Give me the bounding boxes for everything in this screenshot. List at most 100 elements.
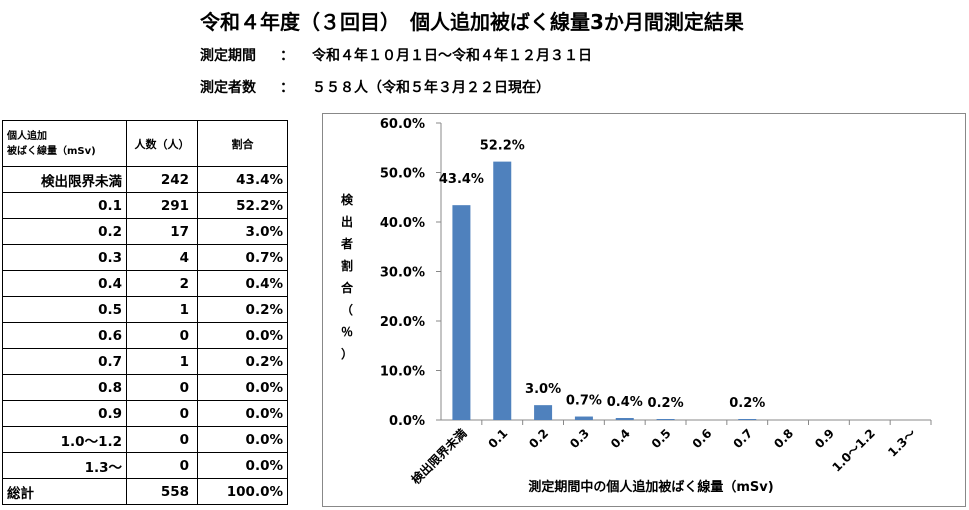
- cell-dose: 0.8: [2, 374, 127, 401]
- cell-count: 1: [126, 296, 198, 323]
- table-row: 0.9 0 0.0%: [2, 400, 288, 427]
- cell-count: 0: [126, 452, 198, 479]
- cell-dose: 0.6: [2, 322, 127, 349]
- y-axis-label-char: 出: [341, 214, 353, 229]
- cell-dose: 0.3: [2, 244, 127, 271]
- y-tick-label: 20.0%: [380, 315, 425, 330]
- y-axis-label-char: ％: [341, 325, 353, 339]
- table-row: 0.8 0 0.0%: [2, 374, 288, 401]
- cell-count: 0: [126, 400, 198, 427]
- x-tick-label: 0.1: [485, 426, 510, 451]
- bar: [534, 405, 553, 420]
- cell-dose: 0.9: [2, 400, 127, 427]
- x-tick-label: 0.6: [690, 426, 715, 451]
- cell-ratio: 0.0%: [197, 374, 288, 401]
- cell-ratio: 100.0%: [197, 478, 288, 505]
- bar: [656, 419, 675, 420]
- table-row: 1.3～ 0 0.0%: [2, 452, 288, 479]
- page-title: 令和４年度（３回目） 個人追加被ばく線量3か月間測定結果: [200, 10, 744, 34]
- bar: [574, 416, 593, 420]
- y-axis-label-char: 検: [341, 192, 354, 207]
- data-label: 52.2%: [480, 139, 525, 154]
- cell-dose: 0.1: [2, 192, 127, 219]
- cell-dose: 1.0～1.2: [2, 426, 127, 453]
- cell-count: 1: [126, 348, 198, 375]
- data-label: 0.2%: [729, 396, 765, 411]
- y-tick-label: 30.0%: [380, 266, 425, 281]
- cell-ratio: 0.0%: [197, 400, 288, 427]
- table-row: 0.4 2 0.4%: [2, 270, 288, 297]
- period-label: 測定期間: [200, 48, 256, 64]
- y-tick-label: 40.0%: [380, 216, 425, 231]
- table-row: 0.2 17 3.0%: [2, 218, 288, 245]
- x-axis-title: 測定期間中の個人追加被ばく線量（mSv): [528, 479, 773, 495]
- cell-count: 2: [126, 270, 198, 297]
- y-tick-label: 60.0%: [380, 117, 425, 132]
- dose-table: 個人追加 被ばく線量（mSv) 人数（人） 割合 検出限界未満 242 43.4% 0.…: [2, 120, 288, 505]
- table-row: 検出限界未満 242 43.4%: [2, 166, 288, 193]
- x-tick-label: 1.3～: [885, 426, 918, 459]
- cell-dose: 0.5: [2, 296, 127, 323]
- cell-ratio: 0.7%: [197, 244, 288, 271]
- table-row: 0.3 4 0.7%: [2, 244, 288, 271]
- x-tick-label: 0.9: [812, 426, 837, 451]
- cell-dose: 0.2: [2, 218, 127, 245]
- x-tick-label: 0.4: [608, 426, 633, 451]
- x-tick-label: 0.7: [730, 426, 755, 451]
- measurement-period: 測定期間 ： 令和４年１０月１日～令和４年１２月３１日: [200, 45, 592, 65]
- cell-ratio: 0.0%: [197, 322, 288, 349]
- cell-dose: 0.7: [2, 348, 127, 375]
- data-label: 0.7%: [566, 394, 602, 409]
- cell-dose: 検出限界未満: [2, 166, 127, 193]
- count-label: 測定者数: [200, 80, 256, 96]
- cell-dose: 1.3～: [2, 452, 127, 479]
- data-label: 0.2%: [648, 396, 684, 411]
- table-total-row: 総計 558 100.0%: [2, 478, 288, 505]
- y-axis-label-char: 合: [341, 280, 354, 295]
- table-row: 0.5 1 0.2%: [2, 296, 288, 323]
- period-value: 令和４年１０月１日～令和４年１２月３１日: [312, 48, 592, 64]
- cell-ratio: 0.0%: [197, 426, 288, 453]
- cell-ratio: 43.4%: [197, 166, 288, 193]
- table-row: 1.0～1.2 0 0.0%: [2, 426, 288, 453]
- chart-frame: 0.0% 10.0% 20.0% 30.0% 40.0% 50.0% 60.0% 検出者割合 （…: [322, 113, 966, 507]
- table-row: 0.1 291 52.2%: [2, 192, 288, 219]
- x-tick-label: 0.3: [567, 426, 592, 451]
- bar: [493, 161, 512, 421]
- y-axis-label-char: （: [341, 302, 353, 317]
- cell-count: 0: [126, 374, 198, 401]
- x-tick-label: 0.5: [649, 426, 674, 451]
- bar: [452, 205, 471, 420]
- cell-ratio: 3.0%: [197, 218, 288, 245]
- cell-count: 291: [126, 192, 198, 219]
- cell-count: 0: [126, 426, 198, 453]
- cell-count: 0: [126, 322, 198, 349]
- count-colon: ：: [280, 80, 294, 96]
- data-label: 3.0%: [525, 382, 561, 397]
- participant-count: 測定者数 ： ５５８人（令和５年３月２２日現在）: [200, 77, 550, 97]
- bar: [615, 418, 634, 420]
- header-ratio: 割合: [197, 120, 288, 167]
- header-dose-text: 個人追加 被ばく線量（mSv): [7, 130, 96, 157]
- period-colon: ：: [280, 48, 294, 64]
- y-axis-label-char: 割: [341, 258, 353, 273]
- cell-count: 4: [126, 244, 198, 271]
- data-label: 0.4%: [607, 395, 643, 410]
- y-tick-label: 10.0%: [380, 365, 425, 380]
- cell-ratio: 0.2%: [197, 296, 288, 323]
- y-tick-label: 0.0%: [389, 414, 425, 429]
- cell-count: 242: [126, 166, 198, 193]
- x-tick-label: 0.2: [526, 426, 551, 451]
- y-axis-label-char: ）: [341, 346, 353, 361]
- cell-count: 558: [126, 478, 198, 505]
- y-axis-label-char: 者: [340, 236, 353, 251]
- cell-dose: 総計: [2, 478, 127, 505]
- cell-ratio: 0.2%: [197, 348, 288, 375]
- table-header-row: 個人追加 被ばく線量（mSv) 人数（人） 割合: [2, 120, 288, 167]
- header-dose: 個人追加 被ばく線量（mSv): [2, 120, 127, 167]
- x-tick-label: 検出限界未満: [408, 426, 470, 488]
- cell-count: 17: [126, 218, 198, 245]
- cell-ratio: 0.4%: [197, 270, 288, 297]
- count-value: ５５８人（令和５年３月２２日現在）: [312, 80, 550, 96]
